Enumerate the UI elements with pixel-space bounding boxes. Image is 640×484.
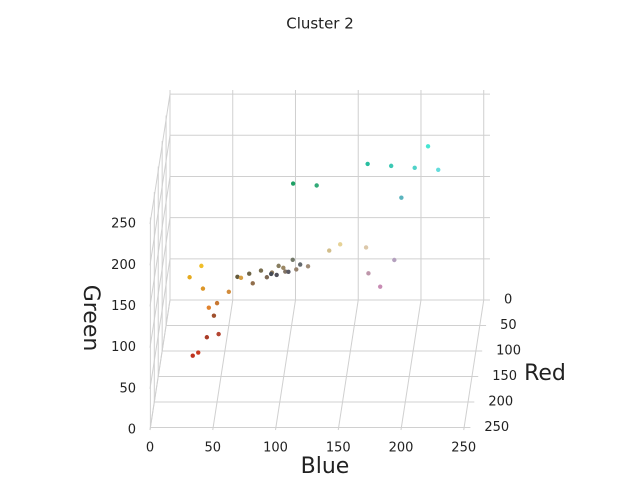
x-tick-label: 50 — [204, 441, 221, 456]
data-point — [283, 269, 288, 274]
chart-title: Cluster 2 — [286, 15, 354, 33]
x-tick-label: 200 — [389, 441, 414, 456]
data-point — [258, 268, 264, 273]
y-tick-label: 50 — [500, 318, 517, 333]
data-point — [281, 265, 286, 271]
x-tick-label: 150 — [326, 441, 351, 456]
x-tick-label: 100 — [263, 441, 288, 456]
x-tick-label: 0 — [146, 441, 154, 456]
data-point — [196, 350, 201, 355]
data-point — [294, 267, 299, 272]
data-point — [274, 272, 279, 278]
z-tick-label: 0 — [128, 423, 136, 438]
data-point — [399, 195, 404, 200]
data-point — [290, 181, 296, 186]
data-point — [436, 167, 441, 173]
grid-line — [149, 94, 171, 225]
y-tick-label: 0 — [504, 293, 512, 308]
z-tick-label: 250 — [111, 217, 136, 232]
data-point — [238, 275, 244, 281]
y-tick-label: 100 — [496, 343, 521, 358]
y-tick-label: 200 — [488, 394, 513, 409]
x-axis-label: Blue — [301, 454, 350, 479]
data-point — [187, 275, 192, 280]
data-point — [200, 286, 206, 291]
data-point — [366, 271, 371, 276]
grid-line — [212, 299, 234, 431]
x-tick-label: 250 — [451, 441, 476, 456]
grid-line — [149, 217, 171, 348]
data-point — [268, 271, 274, 277]
data-point — [305, 264, 311, 269]
data-point — [388, 163, 394, 169]
y-tick-label: 250 — [484, 420, 509, 435]
data-point — [250, 281, 255, 286]
data-point — [276, 263, 281, 269]
data-point — [204, 335, 210, 340]
data-point — [199, 263, 204, 269]
data-point — [314, 183, 319, 188]
grid-line — [337, 299, 359, 431]
grid-line — [463, 299, 485, 431]
grid-line — [149, 258, 171, 389]
data-point — [327, 248, 332, 253]
data-point — [392, 257, 397, 263]
data-point — [206, 305, 212, 310]
data-point — [365, 161, 370, 167]
grid-line — [149, 176, 171, 307]
grid-line — [149, 299, 171, 431]
z-axis-label: Green — [78, 285, 103, 352]
data-point — [377, 284, 383, 289]
data-point — [286, 269, 291, 274]
data-point — [425, 144, 431, 149]
grid-line — [274, 299, 296, 431]
data-point — [226, 289, 232, 294]
data-point — [216, 331, 221, 337]
data-point — [235, 274, 240, 280]
data-point — [214, 300, 220, 306]
data-point — [190, 353, 195, 358]
data-point — [290, 257, 295, 263]
grid-line — [400, 299, 422, 431]
data-point — [363, 245, 369, 250]
z-tick-label: 50 — [119, 381, 136, 396]
data-point — [412, 165, 417, 171]
data-point — [211, 313, 217, 318]
y-tick-label: 150 — [492, 369, 517, 384]
grid-line — [149, 135, 171, 266]
z-tick-label: 150 — [111, 299, 136, 314]
z-tick-label: 200 — [111, 258, 136, 273]
data-point — [264, 275, 270, 280]
data-point — [337, 242, 343, 247]
data-point — [297, 262, 303, 267]
data-point — [247, 271, 252, 276]
y-axis-label: Red — [524, 361, 566, 386]
z-tick-label: 100 — [111, 340, 136, 355]
